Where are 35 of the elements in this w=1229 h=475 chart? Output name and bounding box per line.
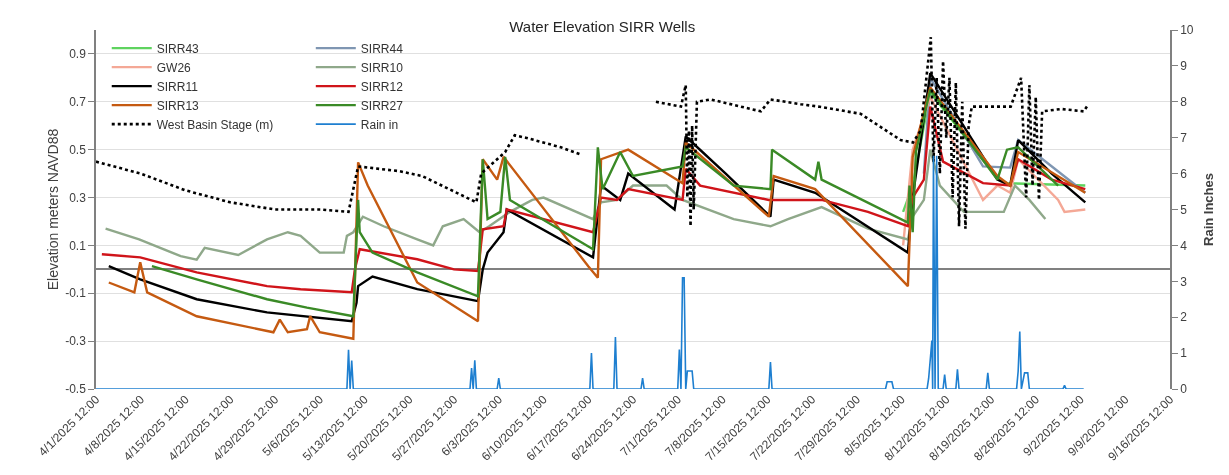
y2-tick-label: 3 bbox=[1180, 274, 1188, 289]
y2-tick-label: 4 bbox=[1180, 238, 1188, 253]
legend-label: Rain in bbox=[360, 117, 399, 132]
legend-label: SIRR43 bbox=[156, 41, 200, 56]
y2-tick-label: 8 bbox=[1180, 95, 1188, 109]
legend-label: SIRR11 bbox=[156, 79, 199, 94]
line-series bbox=[104, 148, 1047, 261]
y-tick-label: 0.3 bbox=[69, 190, 87, 205]
y-tick-label: -0.5 bbox=[65, 382, 87, 397]
y2-tick-label: 1 bbox=[1180, 346, 1188, 361]
y-tick-label: 0.7 bbox=[69, 95, 87, 109]
legend-label: SIRR12 bbox=[360, 79, 404, 94]
legend-label: SIRR13 bbox=[156, 98, 200, 113]
y2-tick-label: 6 bbox=[1180, 166, 1188, 181]
line-series bbox=[901, 95, 1087, 247]
y-tick-label: -0.1 bbox=[65, 286, 87, 301]
y-axis-title: Elevation meters NAVD88 bbox=[44, 128, 61, 291]
y-tick-label: 0.9 bbox=[69, 47, 87, 62]
y-tick-label: -0.3 bbox=[65, 334, 87, 349]
y2-tick-label: 0 bbox=[1180, 382, 1188, 397]
y2-tick-label: 10 bbox=[1180, 23, 1194, 38]
chart-title: Water Elevation SIRR Wells bbox=[509, 17, 696, 35]
line-series bbox=[96, 154, 1085, 389]
legend-label: SIRR44 bbox=[360, 41, 404, 56]
legend-label: West Basin Stage (m) bbox=[156, 117, 274, 132]
y-tick-label: 0.1 bbox=[69, 238, 87, 253]
y2-tick-label: 7 bbox=[1180, 130, 1188, 145]
y-tick-label: 0.5 bbox=[69, 142, 87, 157]
y2-tick-label: 2 bbox=[1180, 310, 1188, 325]
y2-tick-label: 9 bbox=[1180, 59, 1188, 74]
y2-tick-label: 5 bbox=[1180, 202, 1188, 217]
legend-label: GW26 bbox=[156, 60, 192, 75]
legend-label: SIRR27 bbox=[360, 98, 404, 113]
y2-axis-title: Rain Inches bbox=[1201, 173, 1216, 246]
legend-label: SIRR10 bbox=[360, 60, 404, 75]
